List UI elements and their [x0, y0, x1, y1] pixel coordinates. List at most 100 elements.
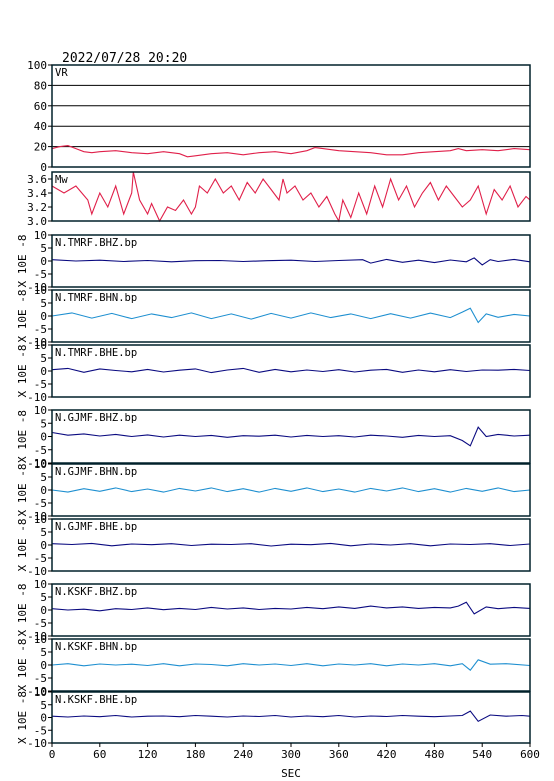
y-tick-label: 40 — [34, 120, 47, 133]
y-tick-label: 0 — [40, 712, 47, 725]
y-tick-label: 10 — [34, 633, 47, 646]
panel-label: N.KSKF.BHN.bp — [55, 641, 137, 653]
y-axis-unit-label: X 10E -8 — [16, 345, 29, 398]
x-tick-label: 300 — [281, 748, 301, 761]
y-tick-label: 3.2 — [27, 201, 47, 214]
x-tick-label: 60 — [93, 748, 106, 761]
x-tick-label: 240 — [233, 748, 253, 761]
panel-label: N.KSKF.BHZ.bp — [55, 586, 137, 598]
y-tick-label: 0 — [40, 365, 47, 378]
y-tick-label: -5 — [34, 672, 47, 685]
y-tick-label: 60 — [34, 100, 47, 113]
y-axis-unit-label: X 10E -8 — [16, 519, 29, 572]
y-tick-label: 10 — [34, 404, 47, 417]
y-tick-label: 100 — [27, 59, 47, 72]
panel-label: N.GJMF.BHE.bp — [55, 521, 137, 533]
panel-frame — [51, 171, 531, 222]
y-tick-label: 80 — [34, 79, 47, 92]
y-tick-label: 3.6 — [27, 173, 47, 186]
y-tick-label: -10 — [27, 565, 47, 578]
y-tick-label: 0 — [40, 161, 47, 174]
trace-gjmf-bhz — [51, 426, 531, 447]
trace-vr — [51, 145, 531, 158]
panel-label: N.KSKF.BHE.bp — [55, 694, 137, 706]
trace-kskf-bhz — [51, 601, 531, 615]
panel-vr: 0 20 40 60 80 100 VR — [27, 59, 531, 174]
trace-tmrf-bhz — [51, 257, 531, 266]
panel-frame — [51, 64, 531, 168]
x-tick-label: 540 — [472, 748, 492, 761]
x-tick-label: 0 — [49, 748, 56, 761]
trace-tmrf-bhe — [51, 367, 531, 374]
y-axis-unit-label: X 10E -8 — [16, 464, 29, 517]
y-tick-label: 5 — [40, 646, 47, 659]
y-tick-label: 5 — [40, 352, 47, 365]
x-tick-label: 360 — [329, 748, 349, 761]
x-tick-label: 180 — [185, 748, 205, 761]
y-tick-label: 20 — [34, 141, 47, 154]
y-axis-unit-label: X 10E -8 — [16, 691, 29, 744]
y-tick-label: -5 — [34, 323, 47, 336]
y-tick-label: 10 — [34, 686, 47, 699]
y-axis-unit-label: X 10E -8 — [16, 290, 29, 343]
y-tick-label: -10 — [27, 510, 47, 523]
y-tick-label: 0 — [40, 310, 47, 323]
panel-label: Mw — [55, 174, 68, 186]
y-axis-unit-label: X 10E -8 — [16, 639, 29, 692]
trace-mw — [51, 171, 531, 223]
y-tick-label: 10 — [34, 229, 47, 242]
y-tick-label: 10 — [34, 284, 47, 297]
x-tick-label: 120 — [138, 748, 158, 761]
trace-tmrf-bhn — [51, 307, 531, 324]
y-tick-label: -10 — [27, 457, 47, 470]
y-tick-label: -10 — [27, 685, 47, 698]
panel-label: N.GJMF.BHZ.bp — [55, 412, 137, 424]
y-tick-label: 5 — [40, 297, 47, 310]
y-tick-label: 0 — [40, 539, 47, 552]
y-tick-label: 5 — [40, 471, 47, 484]
y-axis-unit-label: X 10E -8 — [16, 410, 29, 463]
y-tick-label: 5 — [40, 699, 47, 712]
y-axis-unit-label: X 10E -8 — [16, 584, 29, 637]
x-axis-label: SEC — [281, 767, 301, 780]
y-tick-label: 0 — [40, 659, 47, 672]
panel-label: VR — [55, 67, 68, 79]
y-tick-label: 0 — [40, 604, 47, 617]
y-tick-label: 3.4 — [27, 187, 47, 200]
panel-label: N.GJMF.BHN.bp — [55, 466, 137, 478]
y-tick-label: -10 — [27, 630, 47, 643]
panel-label: N.TMRF.BHZ.bp — [55, 237, 137, 249]
y-tick-label: -5 — [34, 378, 47, 391]
y-tick-label: 10 — [34, 339, 47, 352]
y-tick-label: 10 — [34, 513, 47, 526]
y-tick-label: 0 — [40, 255, 47, 268]
y-tick-label: 5 — [40, 591, 47, 604]
y-tick-label: -5 — [34, 268, 47, 281]
panel-label: N.TMRF.BHN.bp — [55, 292, 137, 304]
y-tick-label: -10 — [27, 281, 47, 294]
y-tick-label: 10 — [34, 578, 47, 591]
y-tick-label: 0 — [40, 431, 47, 444]
y-tick-label: 0 — [40, 484, 47, 497]
y-tick-label: -10 — [27, 336, 47, 349]
y-tick-label: -10 — [27, 737, 47, 750]
y-axis-unit-label: X 10E -8 — [16, 235, 29, 288]
trace-gjmf-bhe — [51, 542, 531, 547]
y-tick-label: -10 — [27, 391, 47, 404]
x-tick-label: 480 — [424, 748, 444, 761]
y-tick-label: 5 — [40, 242, 47, 255]
panel-label: N.TMRF.BHE.bp — [55, 347, 137, 359]
y-tick-label: 5 — [40, 526, 47, 539]
trace-kskf-bhe — [51, 710, 531, 723]
panel-mw: 3.03.23.43.6 Mw — [27, 171, 531, 228]
y-tick-label: 5 — [40, 417, 47, 430]
y-tick-label: 10 — [34, 458, 47, 471]
